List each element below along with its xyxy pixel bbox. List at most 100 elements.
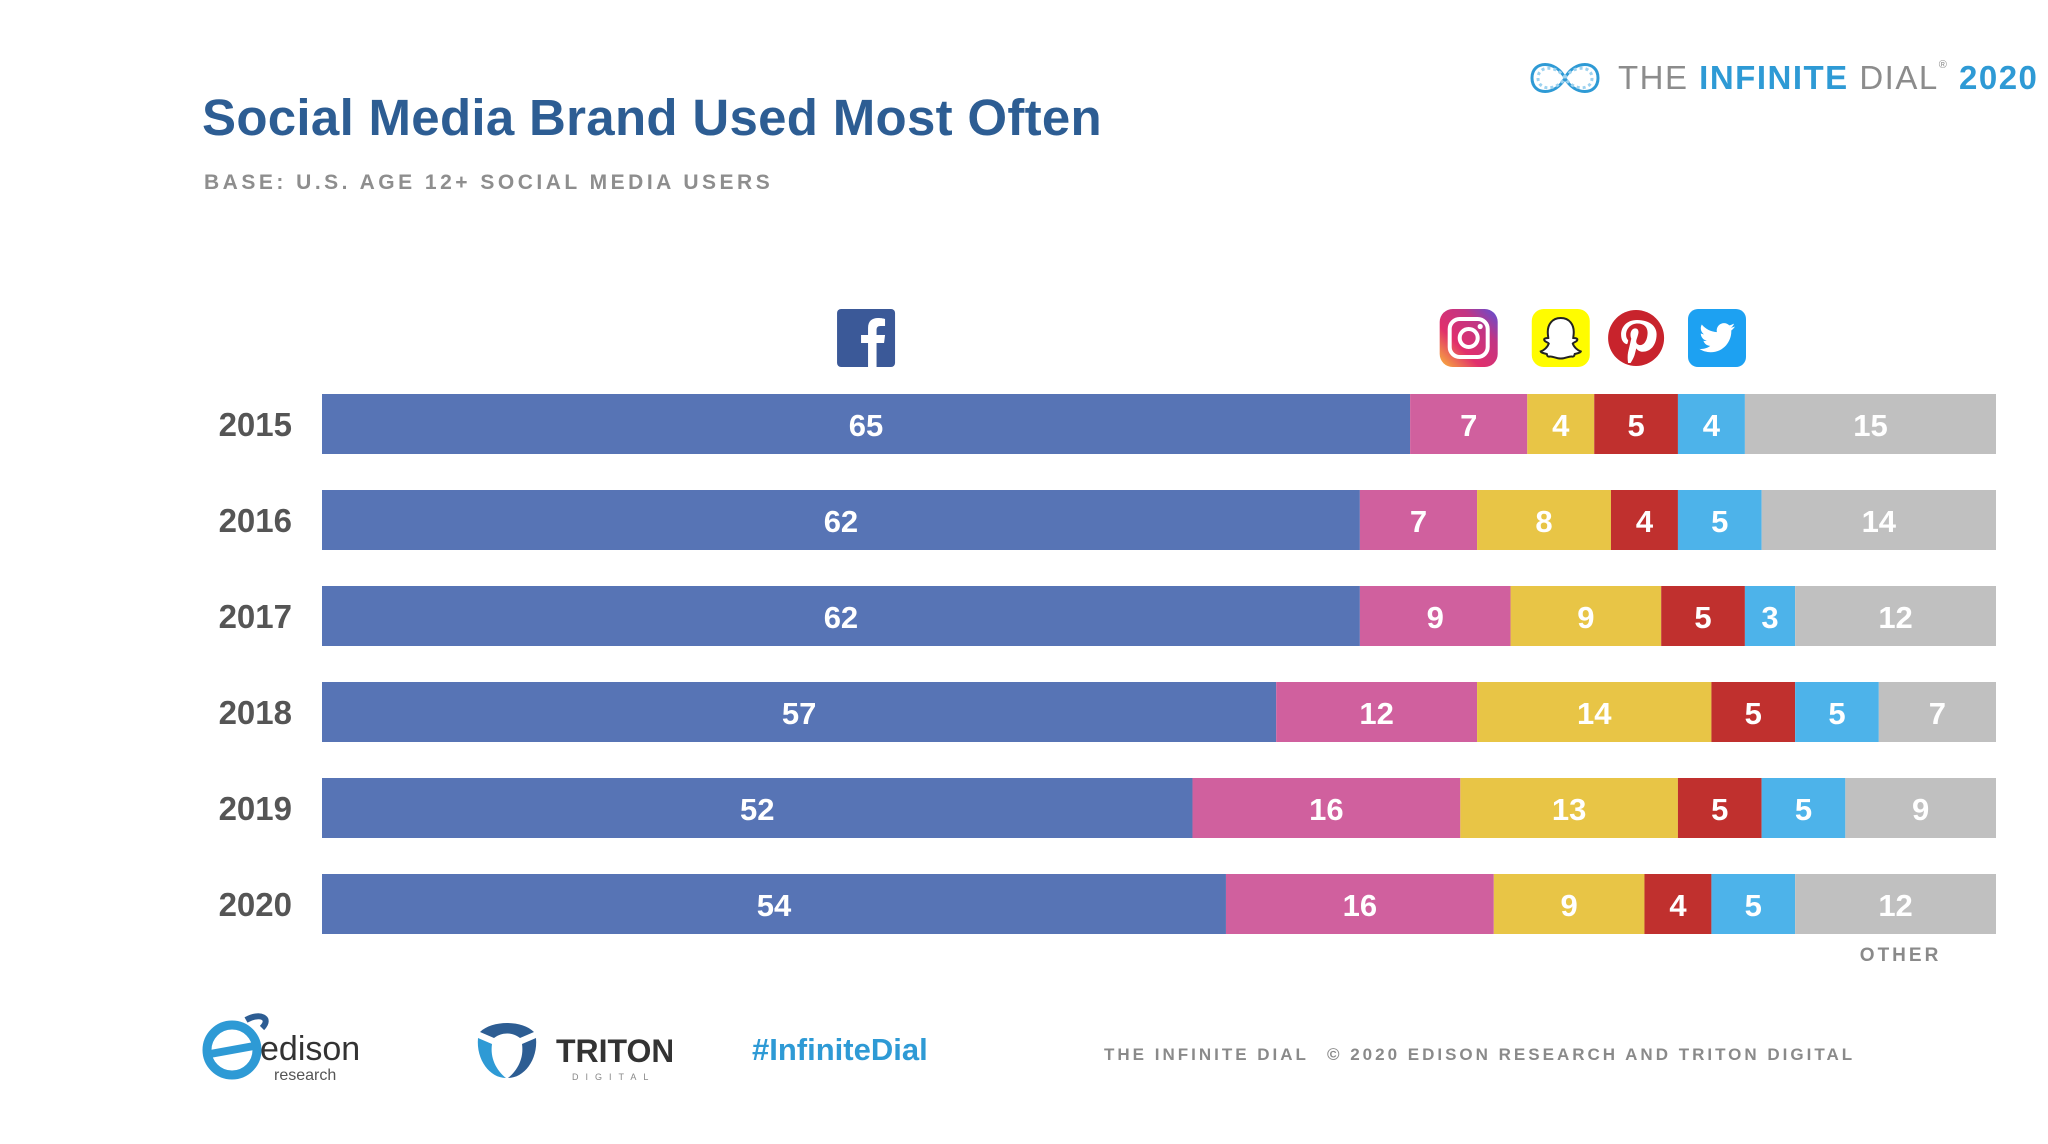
value-label-other: 12 [1878,888,1912,923]
value-label-snapchat: 9 [1577,600,1594,635]
footer-study-name: THE INFINITE DIAL [1104,1045,1309,1064]
value-label-twitter: 5 [1711,504,1728,539]
snapchat-icon [1531,309,1590,367]
bar-segment-facebook [322,586,1360,646]
bar-segment-facebook [322,682,1277,742]
value-label-twitter: 3 [1761,600,1778,635]
bar-segment-other [1795,874,1996,934]
bar-segment-snapchat [1460,778,1678,838]
year-label: 2018 [219,694,292,731]
value-label-pinterest: 5 [1627,408,1644,443]
page-title: Social Media Brand Used Most Often [202,89,1103,146]
bar-segment-twitter [1677,394,1745,454]
value-label-instagram: 16 [1343,888,1377,923]
edison-logo-icon: edison research [202,1013,360,1084]
facebook-icon [837,309,896,367]
bar-segment-instagram [1359,490,1478,550]
year-label: 2019 [219,790,292,827]
bar-segment-snapchat [1493,874,1645,934]
bar-segment-other [1878,682,1996,742]
bar-segment-pinterest [1644,874,1712,934]
edison-subword: research [274,1067,336,1084]
value-label-instagram: 16 [1309,792,1343,827]
bar-segment-instagram [1225,874,1494,934]
triton-digital-logo: TRITON DIGITAL [472,1014,675,1095]
value-label-pinterest: 5 [1694,600,1711,635]
value-label-snapchat: 14 [1577,696,1612,731]
bar-segment-facebook [322,874,1226,934]
value-label-facebook: 62 [824,504,858,539]
bar-segment-other [1744,394,1996,454]
bar-segment-pinterest [1711,682,1796,742]
instagram-icon [1439,309,1498,367]
value-label-snapchat: 8 [1535,504,1552,539]
value-label-snapchat: 9 [1561,888,1578,923]
value-label-facebook: 65 [849,408,883,443]
value-label-instagram: 7 [1410,504,1427,539]
triton-wordmark: TRITON [556,1033,672,1069]
value-label-pinterest: 5 [1745,696,1762,731]
value-label-other: 15 [1853,408,1887,443]
bar-row-2019: 2019 52 16 13 5 5 9 [219,778,1996,838]
value-label-facebook: 52 [740,792,774,827]
value-label-instagram: 9 [1427,600,1444,635]
bar-segment-snapchat [1527,394,1595,454]
value-label-pinterest: 4 [1636,504,1654,539]
bar-row-2015: 2015 65 7 4 5 4 15 [219,394,1996,454]
bar-segment-instagram [1359,586,1511,646]
twitter-icon [1688,309,1746,367]
value-label-other: 7 [1929,696,1946,731]
bar-segment-other [1761,490,1996,550]
value-label-pinterest: 4 [1669,888,1687,923]
bar-segment-twitter [1795,682,1879,742]
bar-segment-pinterest [1677,778,1762,838]
bar-segment-snapchat [1477,490,1611,550]
value-label-twitter: 5 [1745,888,1762,923]
value-label-facebook: 54 [757,888,792,923]
value-label-instagram: 12 [1359,696,1393,731]
value-label-facebook: 57 [782,696,816,731]
bar-segment-facebook [322,490,1360,550]
infinite-dial-brand: THE INFINITE DIAL® 2020 [1526,54,2038,102]
brand-wordmark: THE INFINITE DIAL® 2020 [1618,59,2039,96]
bar-segment-pinterest [1661,586,1745,646]
value-label-other: 9 [1912,792,1929,827]
other-legend-label: OTHER [1860,945,1942,966]
year-label: 2017 [219,598,292,635]
value-label-twitter: 4 [1703,408,1721,443]
bar-segment-pinterest [1594,394,1678,454]
bar-row-2018: 2018 57 12 14 5 5 7 [219,682,1996,742]
bar-segment-snapchat [1477,682,1712,742]
value-label-snapchat: 13 [1552,792,1586,827]
bar-segment-instagram [1192,778,1461,838]
bar-segment-instagram [1276,682,1478,742]
footer-copyright: THE INFINITE DIAL © 2020 EDISON RESEARCH … [1104,1045,1873,1065]
edison-wordmark: edison [260,1030,360,1068]
pinterest-icon [1608,310,1665,366]
page-subtitle: BASE: U.S. AGE 12+ SOCIAL MEDIA USERS [204,171,774,194]
value-label-instagram: 7 [1460,408,1477,443]
bar-row-2016: 2016 62 7 8 4 5 14 [219,490,1996,550]
bar-segment-twitter [1677,490,1762,550]
triton-logo-icon: TRITON DIGITAL [477,1023,675,1082]
footer-copyright-text: © 2020 EDISON RESEARCH AND TRITON DIGITA… [1326,1045,1856,1064]
value-label-snapchat: 4 [1552,408,1570,443]
infinity-logo-icon [1530,63,1600,93]
bar-segment-instagram [1410,394,1528,454]
hashtag-link[interactable]: #InfiniteDial [752,1032,928,1067]
bar-row-2020: 2020 54 16 9 4 5 12 [219,874,1996,934]
triton-subword: DIGITAL [572,1072,655,1082]
value-label-other: 14 [1862,504,1897,539]
bar-segment-facebook [322,394,1411,454]
value-label-twitter: 5 [1795,792,1812,827]
bar-segment-twitter [1744,586,1796,646]
bar-segment-other [1795,586,1996,646]
bar-segment-snapchat [1510,586,1662,646]
year-label: 2015 [219,406,292,443]
bar-segment-pinterest [1610,490,1678,550]
value-label-other: 12 [1878,600,1912,635]
value-label-pinterest: 5 [1711,792,1728,827]
edison-research-logo: edison research [202,1010,392,1095]
value-label-facebook: 62 [824,600,858,635]
